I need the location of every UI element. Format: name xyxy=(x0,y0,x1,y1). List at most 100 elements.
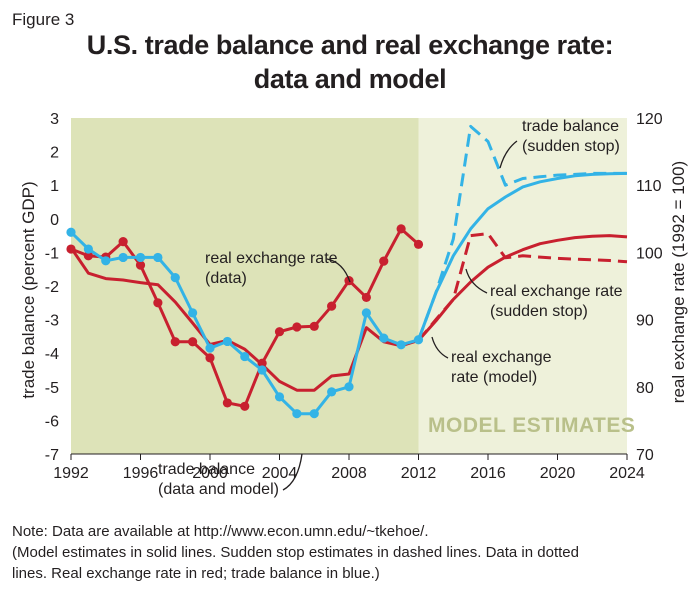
y-tick-label-left: 0 xyxy=(50,212,59,229)
real-exchange-rate-data-point xyxy=(274,327,285,337)
annotation-rer-model: real exchange xyxy=(451,349,552,366)
note-line-1: Note: Data are available at http://www.e… xyxy=(12,523,429,540)
annotation-rer-sudden: real exchange rate xyxy=(490,283,623,300)
chart-title: U.S. trade balance and real exchange rat… xyxy=(0,28,700,96)
real-exchange-rate-data-point xyxy=(327,301,337,311)
leader-rer-data xyxy=(326,258,351,283)
y-tick-label-left: -2 xyxy=(45,279,59,296)
title-line-2: data and model xyxy=(253,64,447,94)
note-line-3: lines. Real exchange rate in red; trade … xyxy=(12,565,380,582)
trade-balance-data-point xyxy=(292,409,302,419)
y-tick-label-left: 1 xyxy=(50,178,59,195)
y-tick-label-right: 100 xyxy=(636,245,663,262)
real-exchange-rate-data-point xyxy=(135,260,146,270)
trade-balance-data-point xyxy=(170,273,180,283)
annotation-rer-data: real exchange rate xyxy=(205,250,338,267)
real-exchange-rate-data-point xyxy=(118,237,128,247)
x-tick-label: 2020 xyxy=(540,465,576,482)
real-exchange-rate-data-point xyxy=(205,353,215,363)
real-exchange-rate-data-point xyxy=(83,251,93,261)
trade-balance-data-point xyxy=(205,343,215,353)
leader-rer-model xyxy=(431,336,449,359)
y-tick-label-left: -4 xyxy=(45,346,59,363)
note-line-2: (Model estimates in solid lines. Sudden … xyxy=(12,544,579,561)
x-tick-label: 2008 xyxy=(331,465,367,482)
leader-tb-data xyxy=(282,453,303,491)
annotations: real exchange rate (data) trade balance (da… xyxy=(158,118,623,498)
real-exchange-rate-sudden_stop-line xyxy=(417,232,628,342)
trade-balance-data-point xyxy=(118,252,128,263)
real-exchange-rate-data-point xyxy=(170,337,180,347)
real-exchange-rate-data-point xyxy=(188,337,198,347)
trade-balance-data-point xyxy=(153,252,163,263)
trade-balance-data-point xyxy=(257,365,267,375)
real-exchange-rate-data-point xyxy=(222,398,232,408)
real-exchange-rate-data-point xyxy=(240,401,250,411)
y-tick-label-right: 90 xyxy=(636,313,654,330)
x-tick-label: 2012 xyxy=(401,465,437,482)
trade-balance-data-point xyxy=(361,308,371,318)
model-estimates-label: MODEL ESTIMATES xyxy=(428,414,635,437)
real-exchange-rate-data-point xyxy=(66,244,76,254)
y-tick-label-right: 110 xyxy=(636,178,662,195)
trade-balance-data-point xyxy=(274,392,285,402)
y-tick-label-left: -1 xyxy=(45,245,59,262)
annotation-rer-data: (data) xyxy=(205,270,247,287)
real-exchange-rate-data-point xyxy=(361,292,371,303)
leader-tb-sudden xyxy=(499,140,518,169)
note: Note: Data are available at http://www.e… xyxy=(12,521,692,584)
trade-balance-data-point xyxy=(327,387,337,397)
x-tick-label: 2016 xyxy=(470,465,506,482)
series-layer xyxy=(66,124,628,419)
axes: 1992 1996 2000 2004 2008 2012 2016 2020 20243210… xyxy=(45,111,663,482)
y-axis-label-left: trade balance (percent GDP) xyxy=(19,181,38,398)
annotation-tb-sudden: (sudden stop) xyxy=(522,138,620,155)
trade-balance-data-point xyxy=(240,351,250,362)
trade-balance-data-point xyxy=(135,252,146,263)
x-tick-label: 1996 xyxy=(123,465,159,482)
real-exchange-rate-data-point xyxy=(413,239,424,249)
figure-label: Figure 3 xyxy=(12,10,75,29)
trade-balance-model-line xyxy=(417,171,628,341)
y-tick-label-left: 3 xyxy=(50,111,59,128)
data-region-background xyxy=(71,118,419,454)
real-exchange-rate-data-point xyxy=(153,298,163,308)
y-tick-label-right: 80 xyxy=(636,380,654,397)
y-tick-label-right: 120 xyxy=(636,111,663,128)
trade-balance-data-point xyxy=(413,335,424,345)
trade-balance-data-point xyxy=(309,409,319,419)
x-tick-label: 2024 xyxy=(609,465,645,482)
x-tick-label: 2004 xyxy=(262,465,298,482)
y-tick-label-left: 2 xyxy=(50,145,59,162)
y-tick-label-left: -5 xyxy=(45,380,59,397)
annotation-tb-sudden: trade balance xyxy=(522,118,619,135)
trade-balance-data-point xyxy=(188,308,198,318)
trade-balance-data-point xyxy=(396,340,406,350)
leader-rer-sudden xyxy=(465,268,488,294)
trade-balance-sudden_stop-line xyxy=(417,124,627,341)
y-axis-label-right: real exchange rate (1992 = 100) xyxy=(669,161,688,403)
real-exchange-rate-data-point xyxy=(257,358,267,368)
real-exchange-rate-data-point xyxy=(396,224,406,234)
trade-balance-data-point xyxy=(101,256,111,266)
annotation-rer-model: rate (model) xyxy=(451,369,537,386)
x-tick-label: 1992 xyxy=(53,465,89,482)
real-exchange-rate-data-point xyxy=(379,256,389,266)
trade-balance-data-point xyxy=(83,244,93,254)
trade-balance-data-point xyxy=(222,336,232,347)
trade-balance-data-point xyxy=(379,333,389,343)
annotation-tb-data: (data and model) xyxy=(158,481,279,498)
y-tick-label-right: 70 xyxy=(636,447,654,464)
x-tick-label: 2000 xyxy=(192,465,228,482)
y-tick-label-left: -7 xyxy=(45,447,59,464)
real-exchange-rate-model-line xyxy=(69,234,628,392)
real-exchange-rate-data-point xyxy=(309,321,319,331)
annotation-tb-data: trade balance xyxy=(158,461,255,478)
real-exchange-rate-data-point xyxy=(292,322,302,332)
y-tick-label-left: -6 xyxy=(45,413,59,430)
y-tick-label-left: -3 xyxy=(45,313,59,330)
annotation-rer-sudden: (sudden stop) xyxy=(490,303,588,320)
title-line-1: U.S. trade balance and real exchange rat… xyxy=(86,30,614,60)
trade-balance-data-point xyxy=(66,227,76,237)
